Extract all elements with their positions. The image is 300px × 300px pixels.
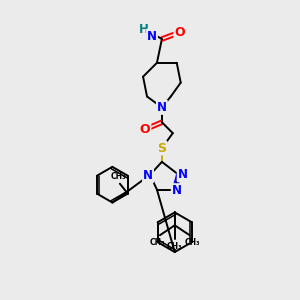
Text: CH₃: CH₃ xyxy=(149,238,165,247)
Text: N: N xyxy=(178,168,188,181)
Text: N: N xyxy=(157,101,167,114)
Text: CH₃: CH₃ xyxy=(167,242,182,251)
Text: N: N xyxy=(172,184,182,197)
Text: CH₃: CH₃ xyxy=(185,238,200,247)
Text: S: S xyxy=(158,142,166,154)
Text: O: O xyxy=(174,26,185,39)
Text: H: H xyxy=(139,22,149,36)
Text: O: O xyxy=(140,123,150,136)
Text: N: N xyxy=(143,169,153,182)
Text: N: N xyxy=(147,30,157,43)
Text: CH₃: CH₃ xyxy=(110,172,126,181)
